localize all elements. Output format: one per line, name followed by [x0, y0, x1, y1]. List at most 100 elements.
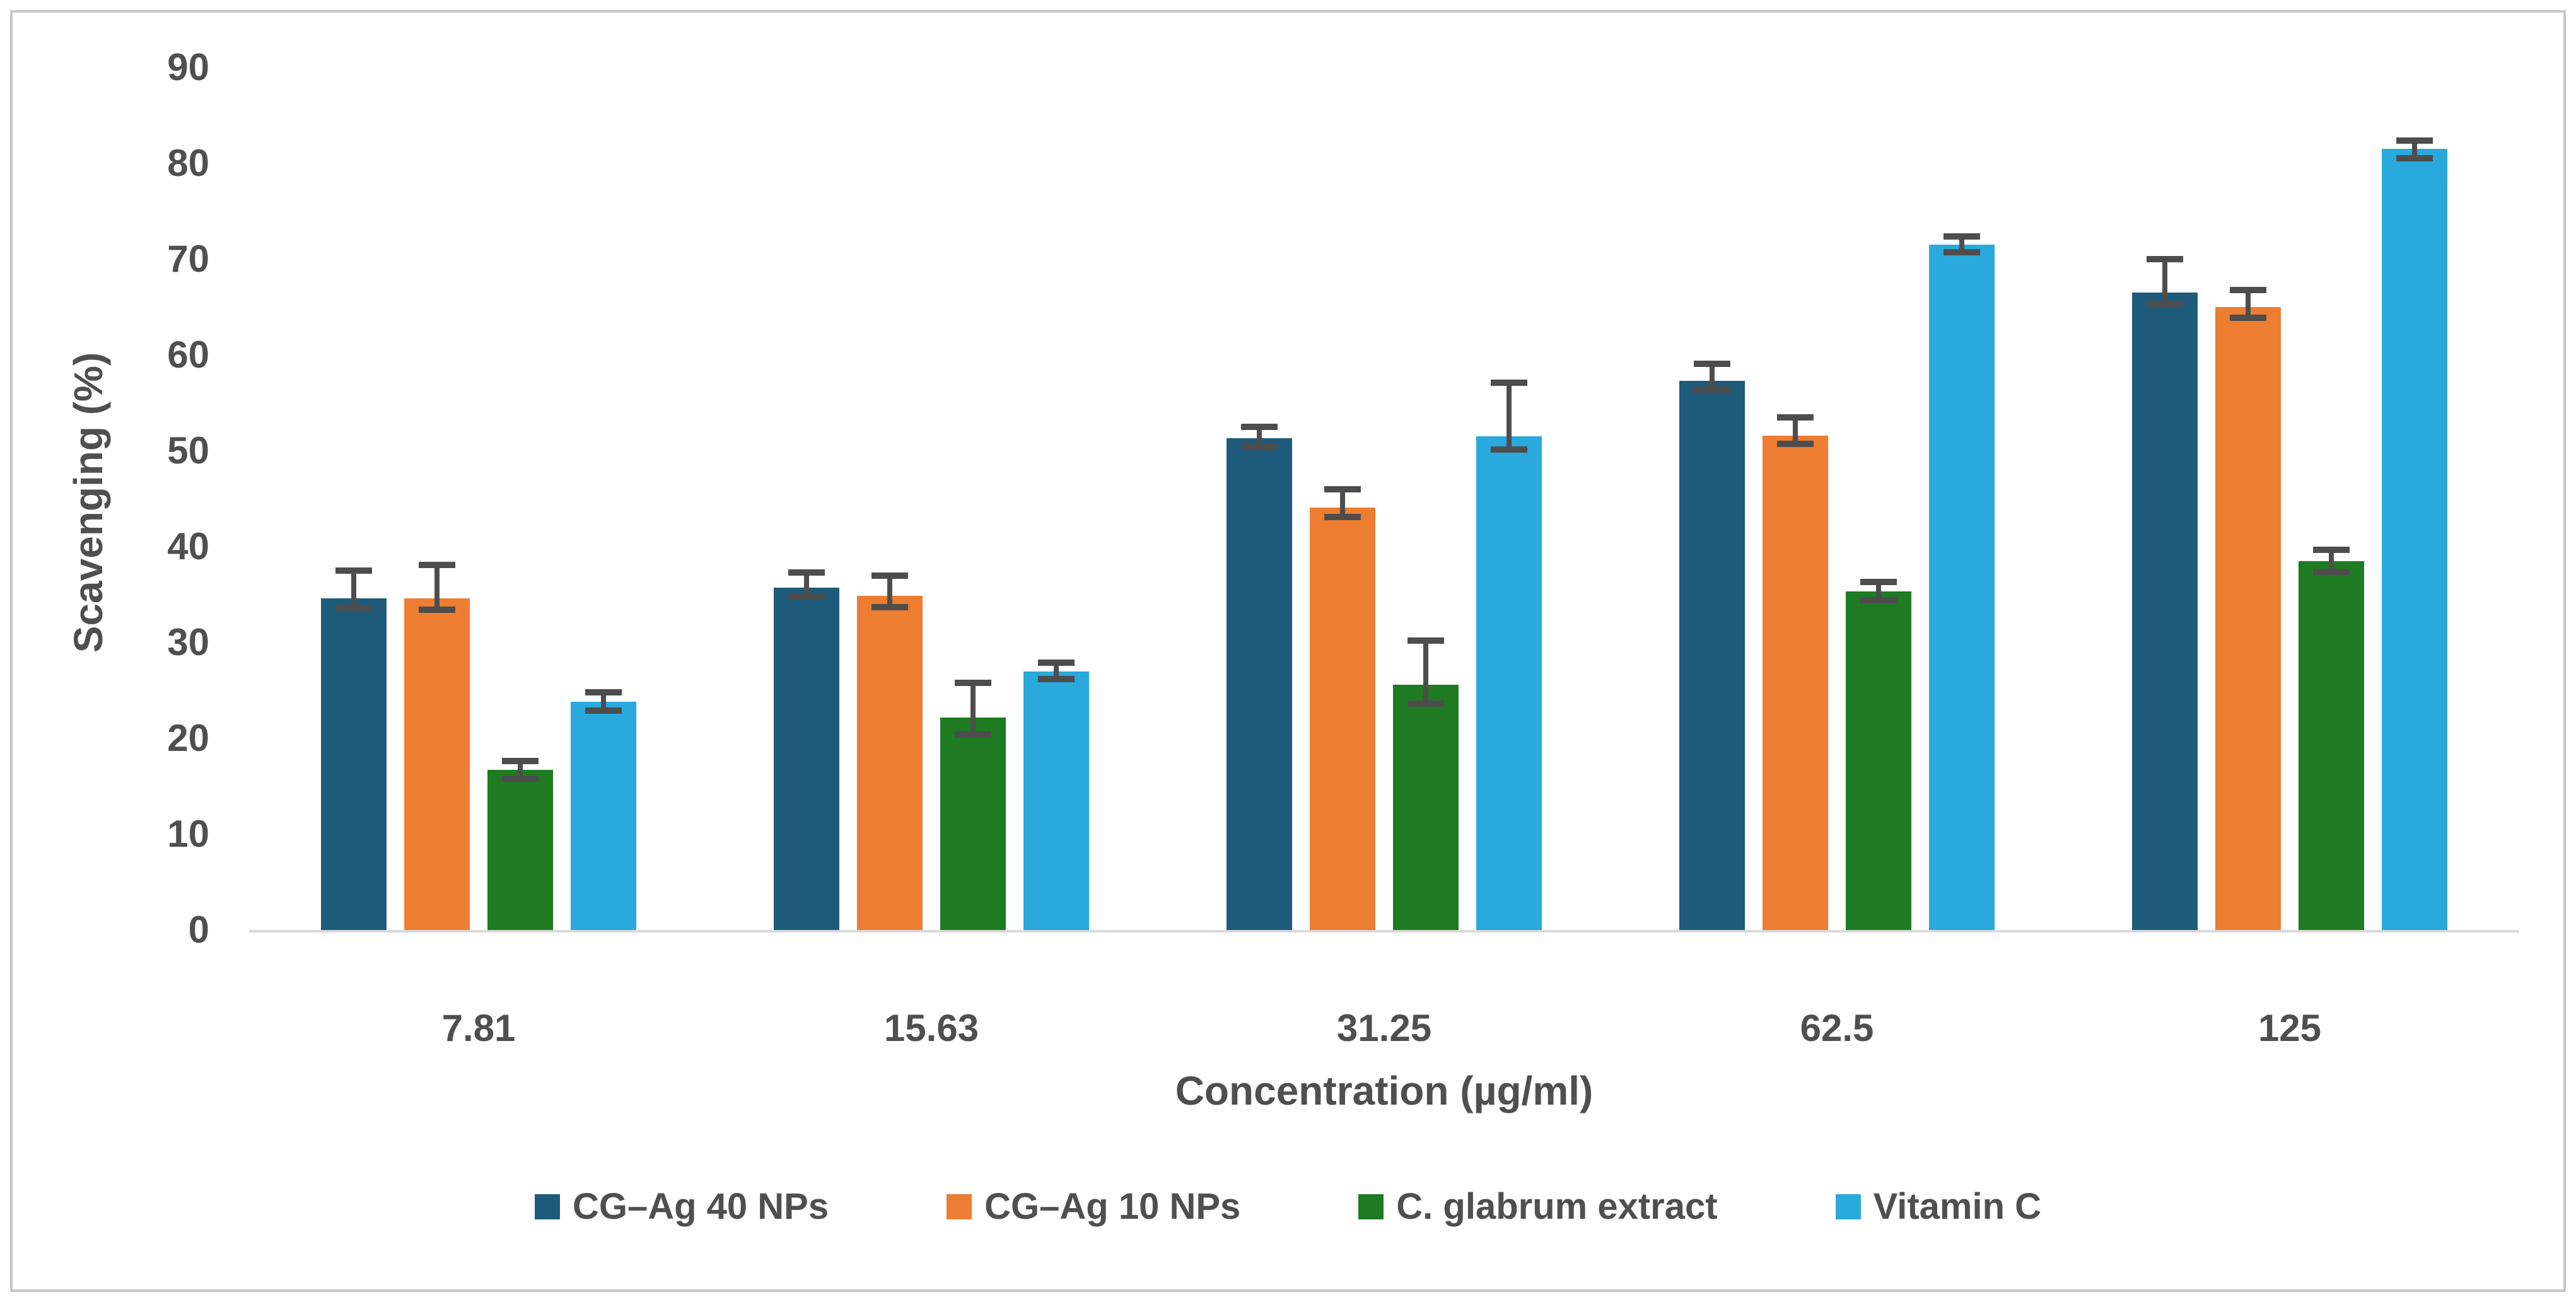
- error-bar-cap: [335, 605, 372, 612]
- y-tick-label: 50: [167, 429, 209, 472]
- y-tick-label: 20: [167, 717, 209, 759]
- bar: [321, 598, 387, 930]
- legend-label: CG–Ag 40 NPs: [572, 1186, 829, 1227]
- x-axis-baseline: [249, 930, 2519, 933]
- error-bar-cap: [585, 707, 622, 714]
- y-tick-label: 30: [167, 621, 209, 663]
- x-tick-label: 7.81: [441, 1007, 516, 1049]
- bar: [487, 770, 553, 930]
- error-bar-cap: [1944, 233, 1980, 240]
- error-bar-line: [887, 575, 892, 607]
- error-bar-line: [1793, 417, 1798, 445]
- bar: [1310, 507, 1375, 930]
- legend-label: Vitamin C: [1873, 1186, 2041, 1227]
- error-bar-line: [1507, 383, 1512, 450]
- error-bar-line: [1876, 582, 1881, 601]
- error-bar-line: [601, 692, 606, 711]
- error-bar-cap: [788, 593, 825, 600]
- x-tick-label: 62.5: [1800, 1007, 1874, 1049]
- bar: [940, 717, 1006, 930]
- bar: [571, 702, 636, 930]
- error-bar-cap: [1038, 675, 1075, 682]
- error-bar-cap: [1407, 637, 1444, 644]
- error-bar-cap: [1944, 249, 1980, 256]
- bar: [2299, 561, 2364, 930]
- error-bar-cap: [2230, 314, 2266, 321]
- y-tick-label: 60: [167, 334, 209, 376]
- error-bar-cap: [1324, 485, 1361, 492]
- error-bar-line: [1340, 489, 1345, 517]
- error-bar-cap: [1038, 659, 1075, 666]
- error-bar-cap: [2396, 137, 2433, 144]
- error-bar-line: [351, 571, 356, 608]
- x-axis-title: Concentration (µg/ml): [1175, 1068, 1594, 1113]
- legend-swatch: [1358, 1194, 1384, 1219]
- error-bar-cap: [1491, 446, 1527, 453]
- error-bar-line: [1423, 640, 1428, 704]
- bar: [857, 595, 923, 930]
- error-bar-cap: [1241, 424, 1278, 430]
- legend-swatch: [1835, 1194, 1861, 1219]
- bar: [1227, 438, 1292, 930]
- error-bar-cap: [1694, 386, 1730, 393]
- error-bar-cap: [419, 607, 455, 613]
- legend-item: C. glabrum extract: [1358, 1185, 1718, 1228]
- error-bar-cap: [1241, 443, 1278, 450]
- x-tick-label: 125: [2258, 1007, 2322, 1049]
- error-bar-cap: [2313, 568, 2350, 575]
- plot-area: [252, 67, 2516, 930]
- error-bar-cap: [1777, 414, 1814, 421]
- bar: [2215, 307, 2281, 930]
- legend-item: Vitamin C: [1835, 1185, 2041, 1228]
- error-bar-line: [2412, 140, 2417, 159]
- legend-label: C. glabrum extract: [1396, 1186, 1718, 1227]
- error-bar-cap: [335, 567, 372, 574]
- error-bar-cap: [871, 603, 908, 610]
- bar: [1763, 435, 1828, 930]
- error-bar-cap: [788, 569, 825, 576]
- error-bar-line: [1054, 662, 1059, 679]
- legend-label: CG–Ag 10 NPs: [984, 1186, 1241, 1227]
- error-bar-cap: [2147, 301, 2183, 308]
- bar: [1393, 684, 1459, 930]
- error-bar-cap: [1860, 597, 1897, 604]
- y-tick-label: 0: [188, 909, 209, 951]
- error-bar-cap: [2313, 546, 2350, 553]
- error-bar-cap: [585, 689, 622, 696]
- bar: [1023, 671, 1089, 930]
- error-bar-cap: [419, 561, 455, 568]
- x-tick-label: 31.25: [1336, 1007, 1432, 1049]
- error-bar-cap: [1860, 579, 1897, 586]
- bar: [2382, 149, 2447, 930]
- chart-legend: CG–Ag 40 NPs CG–Ag 10 NPs C. glabrum extra…: [0, 1185, 2576, 1228]
- error-bar-cap: [1694, 360, 1730, 367]
- bar: [1476, 436, 1542, 930]
- error-bar-cap: [1777, 441, 1814, 448]
- error-bar-cap: [2147, 256, 2183, 262]
- y-tick-label: 90: [167, 46, 209, 88]
- y-tick-label: 40: [167, 525, 209, 567]
- error-bar-line: [1959, 236, 1964, 253]
- bar: [1846, 591, 1911, 930]
- error-bar-line: [2162, 259, 2167, 305]
- error-bar-line: [1257, 427, 1262, 447]
- error-bar-cap: [1491, 380, 1527, 387]
- y-tick-label: 70: [167, 238, 209, 280]
- error-bar-line: [804, 573, 809, 597]
- error-bar-cap: [2396, 155, 2433, 162]
- bar: [1929, 245, 1995, 930]
- y-tick-label: 80: [167, 142, 209, 184]
- bar: [2132, 293, 2198, 930]
- bar: [774, 588, 839, 930]
- error-bar-cap: [502, 775, 539, 782]
- legend-item: CG–Ag 40 NPs: [534, 1185, 829, 1228]
- error-bar-cap: [955, 679, 991, 686]
- error-bar-line: [2246, 289, 2251, 318]
- error-bar-line: [518, 761, 523, 779]
- error-bar-line: [434, 564, 440, 610]
- bar: [404, 598, 470, 930]
- error-bar-cap: [955, 731, 991, 738]
- error-bar-line: [1710, 363, 1715, 390]
- error-bar-cap: [1407, 700, 1444, 707]
